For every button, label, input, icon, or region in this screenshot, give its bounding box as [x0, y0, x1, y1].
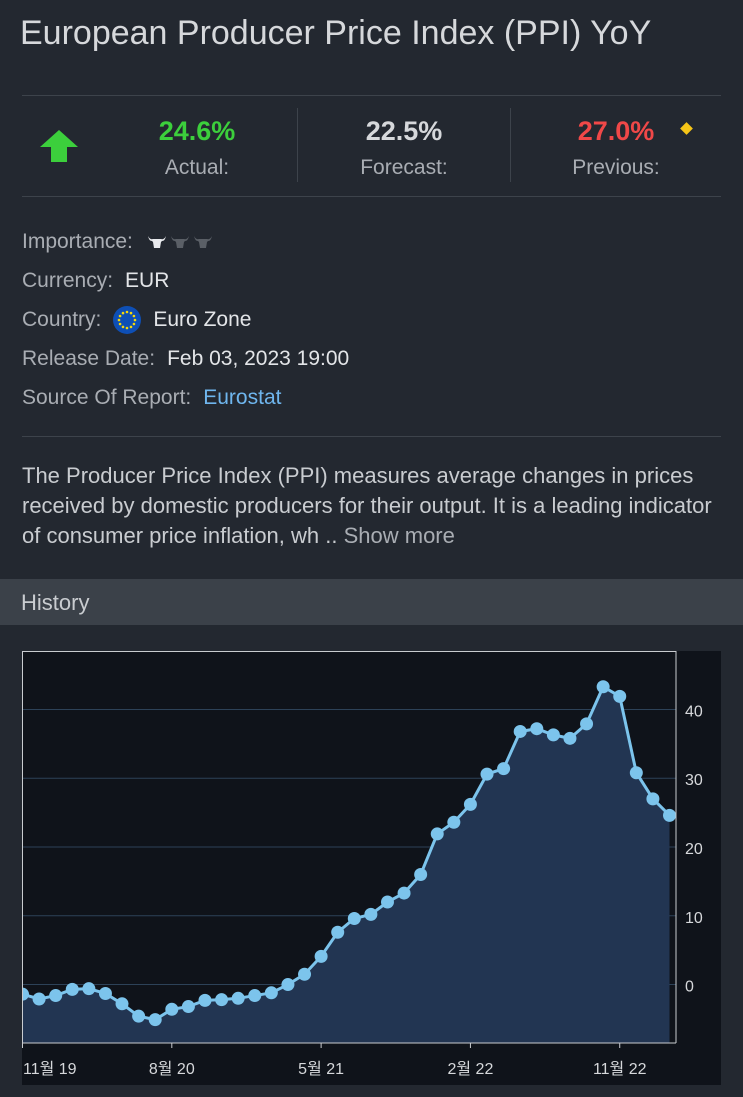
page-title: European Producer Price Index (PPI) YoY	[20, 14, 652, 52]
data-point[interactable]	[629, 766, 643, 780]
data-point[interactable]	[65, 982, 79, 996]
release-date-row: Release Date: Feb 03, 2023 19:00	[22, 339, 349, 378]
data-point[interactable]	[397, 886, 411, 900]
data-point[interactable]	[215, 993, 229, 1007]
arrow-up-icon	[40, 130, 78, 162]
data-point[interactable]	[281, 978, 295, 992]
event-info: Importance: Currency: EUR Country: Euro …	[22, 222, 349, 417]
eu-flag-icon	[113, 305, 142, 334]
data-point[interactable]	[364, 907, 378, 921]
data-point[interactable]	[298, 967, 312, 981]
data-point[interactable]	[49, 989, 63, 1003]
data-point[interactable]	[480, 767, 494, 781]
importance-rating	[147, 234, 213, 250]
x-tick-label: 11월 22	[593, 1060, 647, 1078]
data-point[interactable]	[82, 982, 96, 996]
data-point[interactable]	[546, 728, 560, 742]
y-tick-label: 0	[685, 979, 694, 996]
y-tick-label: 20	[685, 841, 703, 858]
actual-value: 24.6%	[158, 116, 236, 146]
x-tick-label: 8월 20	[149, 1060, 195, 1078]
importance-row: Importance:	[22, 222, 349, 261]
data-point[interactable]	[148, 1013, 162, 1027]
data-point[interactable]	[530, 722, 544, 736]
previous-value: 27.0%	[577, 116, 655, 146]
x-tick-label: 5월 21	[298, 1060, 344, 1078]
forecast-value: 22.5%	[365, 116, 443, 146]
history-chart[interactable]: 0 10 20 30 40 11월 19 8월 20 5월 21 2월 22 11월 22	[22, 651, 721, 1085]
data-point[interactable]	[181, 1000, 195, 1014]
forecast-stat: 22.5% Forecast:	[297, 108, 511, 182]
data-point[interactable]	[613, 689, 627, 703]
data-point[interactable]	[563, 731, 577, 745]
data-point[interactable]	[463, 797, 477, 811]
y-tick-label: 30	[685, 772, 703, 789]
previous-label: Previous:	[572, 156, 660, 179]
trend-cell	[22, 96, 97, 196]
series-line	[22, 684, 671, 1022]
importance-label: Importance:	[22, 229, 133, 253]
data-point[interactable]	[314, 949, 328, 963]
x-tick-label: 2월 22	[447, 1060, 493, 1078]
description-text: The Producer Price Index (PPI) measures …	[22, 463, 712, 548]
data-point[interactable]	[513, 724, 527, 738]
divider	[22, 436, 721, 437]
currency-row: Currency: EUR	[22, 261, 349, 300]
release-date-label: Release Date:	[22, 346, 156, 370]
actual-stat: 24.6% Actual:	[97, 96, 297, 196]
data-point[interactable]	[497, 762, 511, 776]
data-point[interactable]	[447, 815, 461, 829]
data-point[interactable]	[331, 925, 345, 939]
release-date-value: Feb 03, 2023 19:00	[167, 346, 350, 370]
data-point[interactable]	[380, 895, 394, 909]
data-point[interactable]	[231, 991, 245, 1005]
y-tick-label: 10	[685, 910, 703, 927]
bull-icon	[147, 235, 166, 248]
history-label: History	[21, 590, 90, 615]
stats-panel: 24.6% Actual: 22.5% Forecast: 27.0% Prev…	[22, 95, 721, 197]
data-point[interactable]	[115, 997, 129, 1011]
bull-icon	[193, 235, 212, 248]
data-point[interactable]	[264, 986, 278, 1000]
y-tick-label: 40	[685, 703, 703, 720]
data-point[interactable]	[663, 808, 676, 822]
data-point[interactable]	[596, 680, 610, 694]
source-row: Source Of Report: Eurostat	[22, 378, 349, 417]
x-tick-label: 11월 19	[23, 1060, 77, 1078]
data-point[interactable]	[430, 827, 444, 841]
currency-value: EUR	[125, 268, 170, 292]
bull-icon	[170, 235, 189, 248]
currency-label: Currency:	[22, 268, 114, 292]
data-point[interactable]	[414, 868, 428, 882]
data-point[interactable]	[165, 1002, 179, 1016]
data-point[interactable]	[347, 912, 361, 926]
country-row: Country: Euro Zone	[22, 300, 349, 339]
history-section-header: History	[0, 579, 743, 625]
source-link[interactable]: Eurostat	[203, 385, 282, 409]
data-point[interactable]	[248, 989, 262, 1003]
area-fill	[22, 686, 670, 1043]
actual-label: Actual:	[164, 156, 230, 179]
forecast-label: Forecast:	[360, 156, 448, 179]
country-value: Euro Zone	[153, 307, 252, 331]
data-point[interactable]	[580, 717, 594, 731]
country-label: Country:	[22, 307, 102, 331]
data-point[interactable]	[98, 986, 112, 1000]
data-point[interactable]	[32, 992, 46, 1006]
previous-stat: 27.0% Previous:	[511, 96, 721, 196]
source-label: Source Of Report:	[22, 385, 192, 409]
event-description: The Producer Price Index (PPI) measures …	[22, 461, 722, 551]
data-point[interactable]	[198, 993, 212, 1007]
data-point[interactable]	[646, 792, 660, 806]
data-point[interactable]	[22, 987, 29, 1001]
show-more-link[interactable]: Show more	[343, 523, 455, 548]
data-point[interactable]	[132, 1009, 146, 1023]
